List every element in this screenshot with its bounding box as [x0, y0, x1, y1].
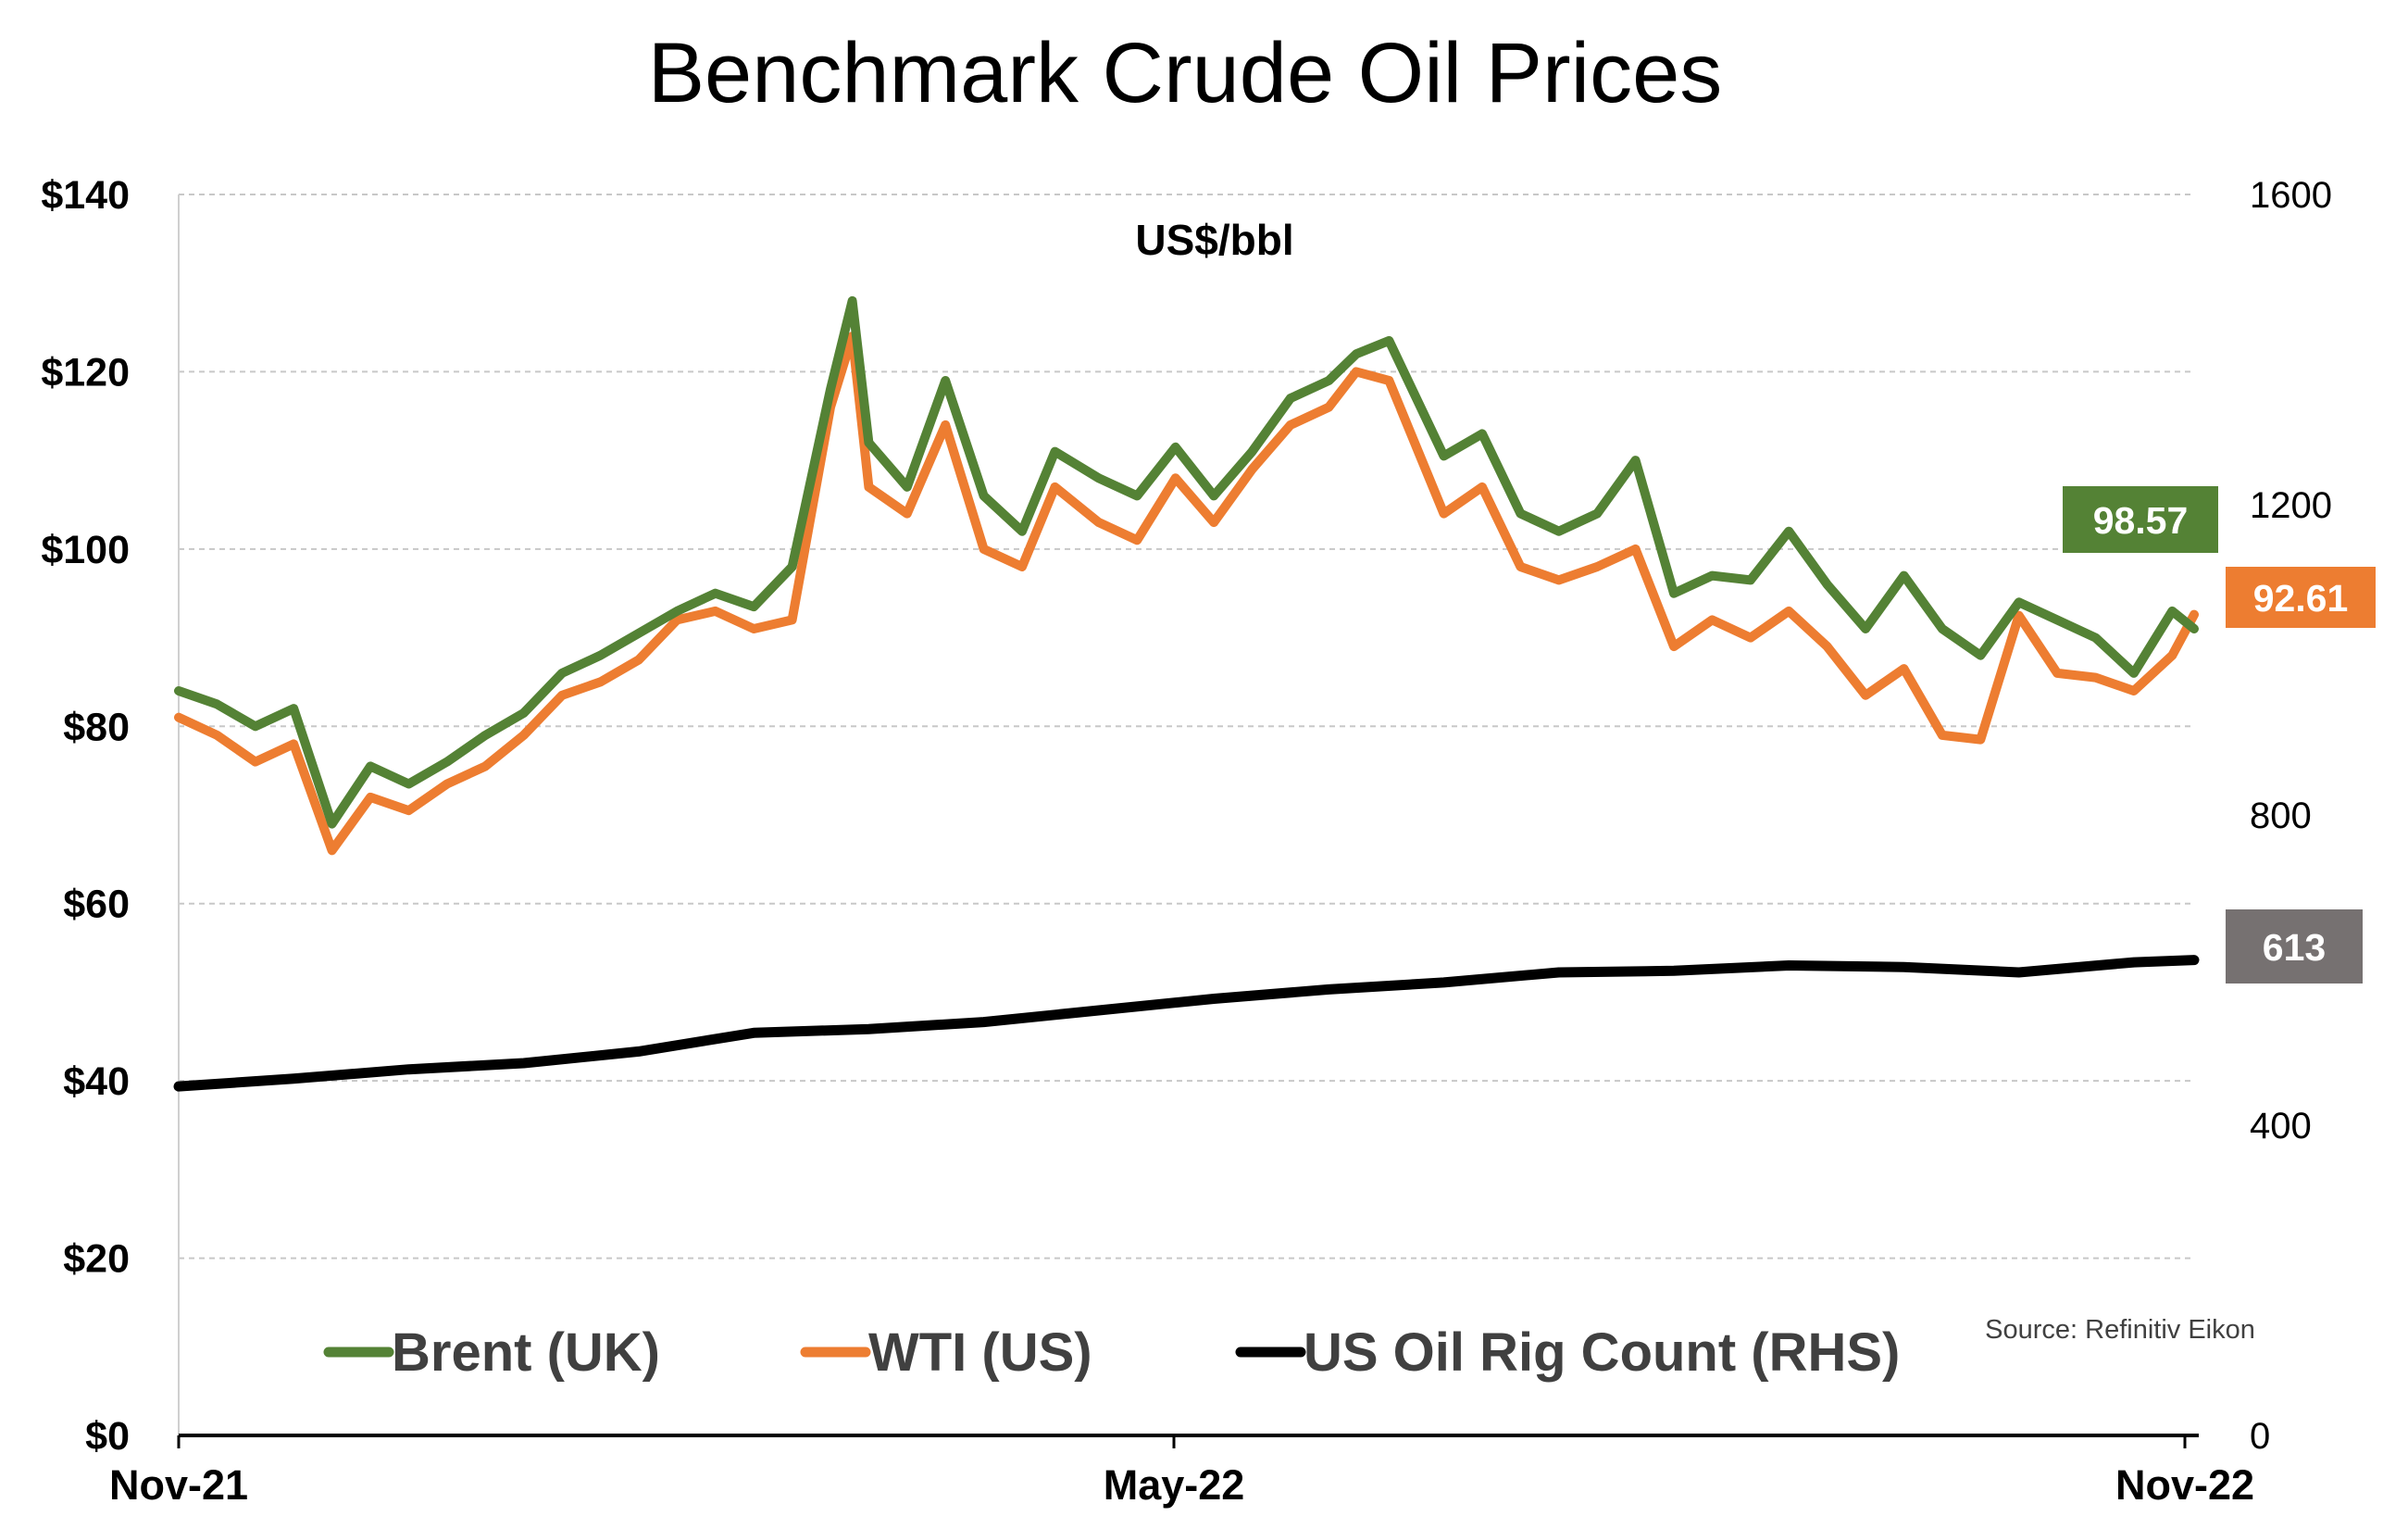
chart-title: Benchmark Crude Oil Prices — [648, 26, 1723, 120]
y-left-tick-label: $140 — [41, 173, 130, 218]
series-line-us-oil-rig-count-rhs — [173, 955, 2200, 1092]
y-left-tick-label: $120 — [41, 350, 130, 395]
axes: $0 $20 $40 $60 $80 $100 $120 $140 0 400 800 1200 160… — [41, 173, 2332, 1509]
end-label-wti-us: 92.61 — [2253, 577, 2349, 620]
gridlines — [179, 194, 2194, 1259]
legend-label-brent-uk: Brent (UK) — [392, 1322, 660, 1383]
y-left-tick-label: $80 — [63, 705, 130, 749]
end-labels: 98.57 92.61 613 — [2063, 486, 2376, 984]
y-right-tick-label: 1200 — [2250, 485, 2332, 526]
y-left-tick-label: $20 — [63, 1237, 130, 1282]
legend-label-us-oil-rig-count-rhs: US Oil Rig Count (RHS) — [1304, 1322, 1900, 1383]
x-tick-label: May-22 — [1104, 1461, 1245, 1509]
y-left-tick-label: $40 — [63, 1059, 130, 1104]
y-right-tick-label: 1600 — [2250, 175, 2332, 216]
end-label-box-wti-us — [2226, 567, 2376, 628]
series-line-wti-us — [174, 332, 2199, 856]
y-right-tick-label: 800 — [2250, 796, 2312, 836]
series-line-brent-uk — [174, 295, 2199, 829]
unit-label: US$/bbl — [1135, 216, 1293, 264]
x-tick-label: Nov-21 — [109, 1461, 248, 1509]
x-tick-label: Nov-22 — [2115, 1461, 2254, 1509]
end-label-us-oil-rig-count-rhs: 613 — [2263, 926, 2326, 969]
end-label-brent-uk: 98.57 — [2093, 499, 2189, 542]
y-right-tick-label: 0 — [2250, 1416, 2270, 1457]
y-left-tick-label: $60 — [63, 883, 130, 927]
y-left-tick-label: $100 — [41, 528, 130, 572]
series-lines — [173, 295, 2200, 1092]
y-left-tick-label: $0 — [85, 1414, 130, 1459]
source-note: Source: Refinitiv Eikon — [1985, 1315, 2255, 1345]
end-label-box-brent-uk — [2063, 486, 2218, 553]
y-right-tick-label: 400 — [2250, 1106, 2312, 1146]
end-label-box-us-oil-rig-count-rhs — [2226, 909, 2363, 984]
legend: Brent (UK) WTI (US) US Oil Rig Count (RHS) — [323, 1322, 1900, 1383]
legend-label-wti-us: WTI (US) — [868, 1322, 1092, 1383]
